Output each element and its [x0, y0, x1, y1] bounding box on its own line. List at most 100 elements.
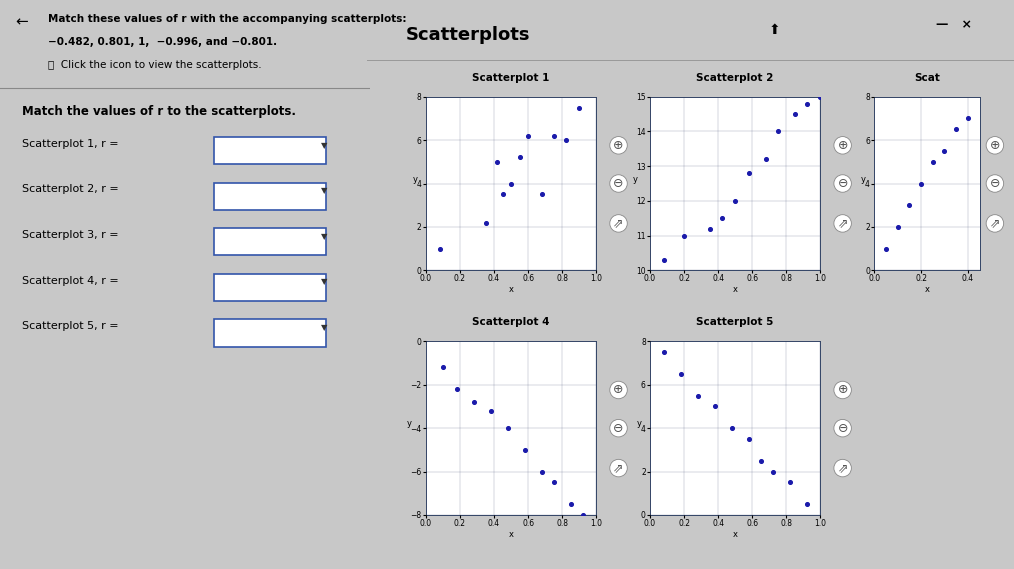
Y-axis label: y: y [861, 175, 866, 183]
Point [960, 114, 976, 123]
Point [533, 190, 550, 199]
Point [948, 125, 964, 134]
Text: ▼: ▼ [320, 186, 328, 195]
Point [575, 510, 591, 519]
Point [765, 467, 781, 476]
FancyBboxPatch shape [214, 228, 327, 255]
Point [503, 179, 519, 188]
Point [563, 500, 579, 509]
Point [913, 179, 929, 188]
Point [448, 385, 464, 394]
Text: ⊖: ⊖ [838, 177, 848, 190]
Text: 📈  Click the icon to view the scatterplots.: 📈 Click the icon to view the scatterplot… [48, 60, 262, 70]
Text: Scatterplot 2: Scatterplot 2 [697, 72, 774, 83]
Point [901, 201, 918, 210]
FancyBboxPatch shape [214, 137, 327, 164]
Text: ←: ← [15, 14, 27, 29]
X-axis label: x: x [733, 530, 737, 538]
Text: Scatterplots: Scatterplots [406, 26, 530, 44]
FancyBboxPatch shape [214, 319, 327, 347]
Point [511, 153, 527, 162]
Text: ⊖: ⊖ [990, 177, 1000, 190]
Y-axis label: y: y [407, 419, 412, 428]
Point [483, 406, 499, 415]
Text: Scatterplot 1, r =: Scatterplot 1, r = [22, 139, 119, 149]
Text: ⇗: ⇗ [613, 217, 624, 230]
Point [546, 478, 562, 487]
Y-axis label: y: y [633, 175, 637, 183]
Point [727, 196, 743, 205]
Point [431, 244, 447, 253]
Point [490, 157, 506, 166]
Text: ⬆: ⬆ [769, 23, 780, 37]
Point [782, 478, 798, 487]
Text: ▼: ▼ [320, 323, 328, 332]
Text: ⊕: ⊕ [990, 139, 1000, 152]
Point [724, 423, 740, 432]
Text: ⊖: ⊖ [838, 422, 848, 435]
Point [757, 155, 774, 164]
Text: Scatterplot 4: Scatterplot 4 [473, 317, 550, 327]
Text: ⊖: ⊖ [613, 422, 624, 435]
Text: ⇗: ⇗ [838, 217, 848, 230]
Y-axis label: y: y [637, 419, 642, 428]
Text: Scat: Scat [914, 72, 940, 83]
Point [500, 423, 516, 432]
Point [655, 255, 671, 265]
Text: ▼: ▼ [320, 232, 328, 241]
Text: Scatterplot 4, r =: Scatterplot 4, r = [22, 275, 119, 286]
Point [812, 92, 828, 101]
Point [690, 391, 706, 400]
Text: —   ×: — × [936, 18, 972, 31]
Point [740, 168, 756, 178]
Point [435, 363, 451, 372]
Text: Match these values of r with the accompanying scatterplots:: Match these values of r with the accompa… [48, 14, 407, 24]
Text: Scatterplot 5: Scatterplot 5 [697, 317, 774, 327]
Point [676, 231, 693, 240]
Text: Match the values of r to the scatterplots.: Match the values of r to the scatterplot… [22, 105, 296, 118]
Text: ⊖: ⊖ [613, 177, 624, 190]
FancyBboxPatch shape [214, 183, 327, 210]
Text: Scatterplot 5, r =: Scatterplot 5, r = [22, 321, 119, 331]
Point [533, 467, 550, 476]
Point [516, 446, 532, 455]
Text: ▼: ▼ [320, 141, 328, 150]
Text: Scatterplot 2, r =: Scatterplot 2, r = [22, 184, 119, 195]
X-axis label: x: x [925, 285, 930, 294]
Text: ⇗: ⇗ [990, 217, 1000, 230]
Point [936, 146, 952, 155]
X-axis label: x: x [509, 285, 513, 294]
Point [799, 99, 815, 108]
Point [672, 369, 689, 378]
Text: ▼: ▼ [320, 277, 328, 286]
Point [752, 456, 769, 465]
Text: ⊕: ⊕ [613, 139, 624, 152]
Point [546, 131, 562, 141]
Point [495, 190, 511, 199]
Point [740, 435, 756, 444]
FancyBboxPatch shape [214, 274, 327, 301]
Text: Scatterplot 3, r =: Scatterplot 3, r = [22, 230, 119, 240]
X-axis label: x: x [509, 530, 513, 538]
Point [707, 402, 723, 411]
Point [878, 244, 894, 253]
Text: ⇗: ⇗ [613, 461, 624, 475]
Text: ⊕: ⊕ [838, 384, 848, 397]
Text: ⊕: ⊕ [838, 139, 848, 152]
X-axis label: x: x [733, 285, 737, 294]
Point [702, 224, 718, 233]
Text: ⇗: ⇗ [838, 461, 848, 475]
Text: Scatterplot 1: Scatterplot 1 [473, 72, 550, 83]
Point [558, 135, 574, 145]
Point [571, 103, 587, 112]
Point [655, 348, 671, 357]
Y-axis label: y: y [413, 175, 418, 183]
Point [714, 214, 730, 223]
Point [478, 218, 494, 227]
Text: ⊕: ⊕ [613, 384, 624, 397]
Point [770, 127, 786, 136]
Point [799, 500, 815, 509]
Text: −0.482, 0.801, 1,  −0.996, and −0.801.: −0.482, 0.801, 1, −0.996, and −0.801. [48, 37, 277, 47]
Point [465, 398, 482, 407]
Point [520, 131, 536, 141]
